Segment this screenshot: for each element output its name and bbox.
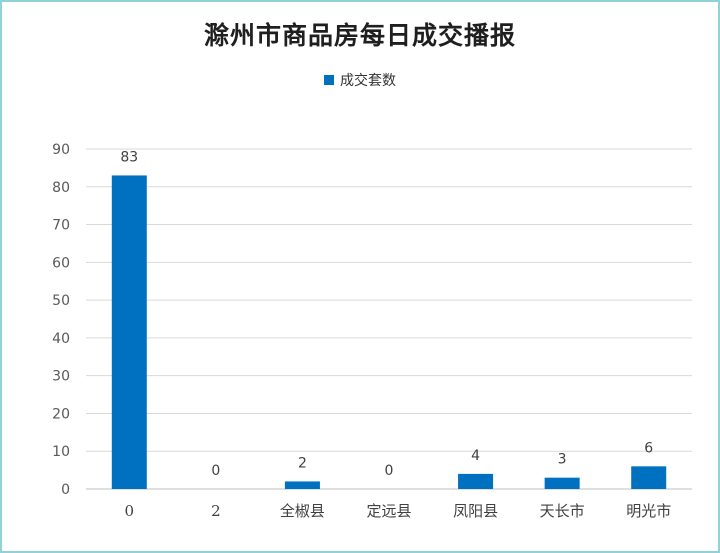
chart-title: 滁州市商品房每日成交播报 [203, 21, 516, 50]
y-tick-label: 50 [52, 293, 70, 309]
x-tick-label: 2 [211, 502, 221, 520]
x-tick-label: 天长市 [540, 502, 585, 520]
y-tick-label: 10 [52, 444, 70, 460]
y-tick-label: 70 [52, 218, 70, 234]
bar [284, 481, 320, 489]
y-tick-label: 90 [52, 142, 70, 158]
y-tick-label: 30 [52, 369, 70, 385]
data-label: 83 [120, 149, 138, 165]
legend-swatch [324, 75, 334, 85]
legend-label: 成交套数 [340, 73, 396, 89]
chart-legend: 成交套数 [2, 70, 718, 90]
data-label: 3 [558, 452, 567, 468]
data-label: 4 [471, 448, 480, 464]
y-tick-label: 80 [52, 180, 70, 196]
bar [631, 466, 667, 489]
y-tick-label: 40 [52, 331, 70, 347]
y-tick-label: 20 [52, 406, 70, 422]
x-tick-label: 0 [125, 502, 135, 520]
y-tick-label: 0 [61, 482, 70, 498]
data-label: 0 [211, 463, 220, 479]
data-label: 2 [298, 455, 307, 471]
x-tick-label: 凤阳县 [453, 502, 498, 520]
x-tick-label: 全椒县 [280, 502, 325, 520]
x-tick-label: 定远县 [366, 502, 411, 520]
bar [544, 477, 580, 489]
y-tick-label: 60 [52, 255, 70, 271]
bar [111, 175, 147, 489]
x-tick-label: 明光市 [626, 502, 671, 520]
data-label: 6 [644, 440, 653, 456]
bar [458, 473, 494, 489]
data-label: 0 [385, 463, 394, 479]
